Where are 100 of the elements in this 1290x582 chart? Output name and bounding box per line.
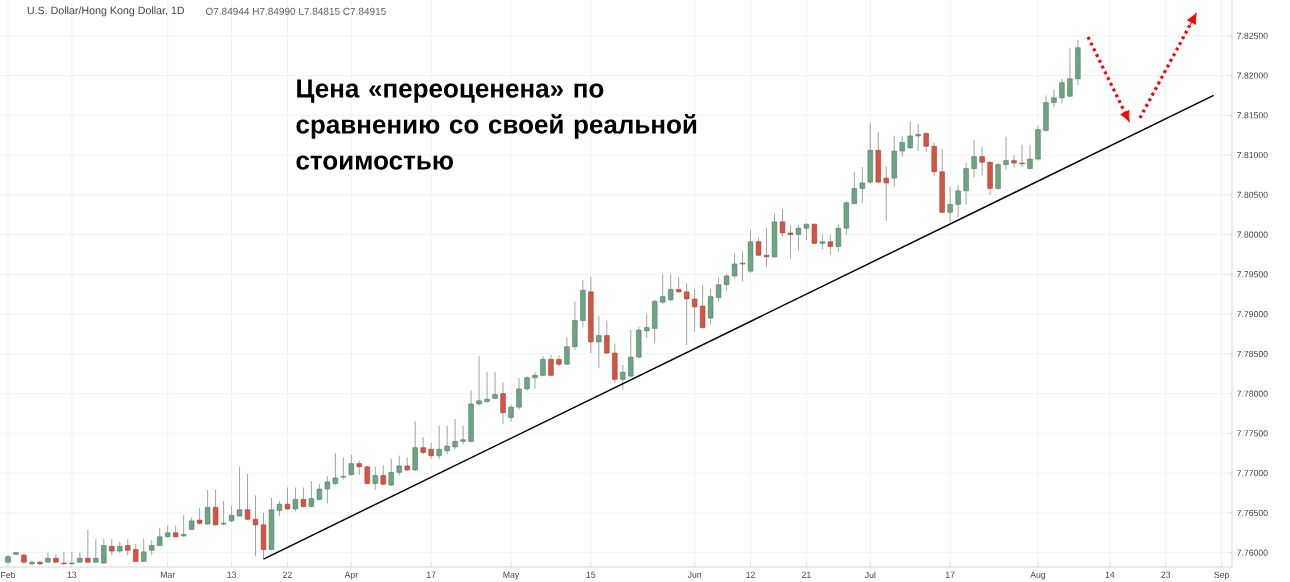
y-tick-label: 7.81000 [1237, 152, 1268, 159]
candlestick [620, 364, 626, 391]
text: U.S. Dollar/Hong Kong Dollar, 1D [27, 6, 185, 17]
y-tick-label: 7.80000 [1237, 231, 1268, 238]
candlestick [947, 186, 953, 223]
y-tick-label: 7.82500 [1237, 32, 1268, 39]
candlestick [1019, 144, 1025, 168]
candlestick [77, 552, 83, 564]
x-tick-label: 13 [67, 571, 77, 578]
candlestick [676, 276, 682, 294]
candlestick [628, 329, 634, 379]
candlestick [795, 224, 802, 251]
candlestick [883, 165, 889, 222]
candlestick [556, 355, 562, 367]
candlestick [37, 561, 43, 565]
candlestick [292, 487, 299, 512]
candlestick [356, 460, 362, 476]
candlestick [915, 123, 921, 152]
y-tick-label: 7.78500 [1237, 350, 1268, 357]
candlestick [1011, 154, 1017, 169]
candlestick [971, 139, 977, 178]
candlestick [332, 452, 339, 486]
x-tick-label: Sep [1214, 571, 1229, 580]
candlestick [684, 282, 690, 346]
candlestick [101, 538, 107, 565]
candlestick [29, 561, 35, 565]
candlestick [923, 131, 929, 153]
candlestick [196, 507, 203, 526]
candlestick [516, 377, 522, 410]
y-tick-label: 7.82000 [1237, 72, 1268, 79]
candlestick [388, 458, 394, 487]
candlestick [324, 475, 331, 504]
x-tick-label: 17 [427, 571, 436, 578]
candlestick [412, 421, 418, 472]
candlestick [436, 425, 442, 460]
candlestick [532, 371, 538, 390]
candlestick [308, 480, 315, 508]
x-tick-label: 17 [946, 571, 955, 578]
x-tick-label: Jul [864, 571, 876, 579]
candlestick [284, 487, 291, 511]
candlestick [476, 355, 482, 406]
candlestick [396, 455, 402, 476]
y-tick-label: 7.77000 [1237, 470, 1268, 477]
x-tick-label: Apr [344, 571, 358, 580]
candlestick [827, 234, 834, 255]
candlestick [819, 234, 826, 251]
candlestick [731, 252, 738, 279]
y-tick-label: 7.77500 [1237, 430, 1268, 437]
candlestick [691, 289, 698, 332]
candlestick [1067, 47, 1073, 98]
annotation: Цена «переоценена» по сравнению со своей реальной стоимостью [296, 79, 697, 170]
candlestick [61, 551, 67, 565]
candlestick [660, 273, 666, 305]
candlestick [220, 500, 227, 527]
x-tick-label: 14 [1105, 571, 1115, 578]
x-tick-label: 15 [586, 571, 596, 578]
candlestick [715, 277, 722, 302]
text: O7.84944 H7.84990 L7.84815 C7.84915 [206, 7, 386, 15]
candlestick [372, 466, 378, 491]
candlestick [851, 171, 857, 205]
candlestick [1051, 89, 1057, 108]
candlestick [1027, 144, 1033, 170]
candlestick [444, 425, 450, 455]
candlestick [1059, 78, 1065, 104]
x-tick-label: Aug [1030, 571, 1046, 580]
y-tick-label: 7.76500 [1237, 509, 1268, 516]
candlestick [452, 418, 458, 450]
x-tick-label: Jun [687, 571, 702, 578]
candlestick [212, 489, 219, 527]
candlestick [53, 553, 59, 564]
candlestick [1003, 136, 1009, 171]
candlestick [204, 489, 211, 526]
candlestick [668, 273, 674, 302]
candlestick [979, 146, 985, 177]
y-tick-label: 7.78000 [1237, 390, 1268, 397]
x-tick-label: May [503, 571, 520, 580]
candlestick [492, 371, 498, 400]
candlestick [500, 382, 506, 425]
candlestick [644, 313, 650, 339]
x-tick-label: 23 [1161, 571, 1171, 578]
y-tick-label: 7.80500 [1237, 191, 1268, 198]
x-tick-label: Feb [1, 571, 16, 579]
candlestick [69, 551, 75, 565]
candlestick [460, 425, 466, 445]
candlestick [45, 552, 51, 564]
candlestick [604, 320, 610, 355]
x-tick-label: Mar [160, 571, 175, 578]
candlestick [484, 371, 490, 403]
y-tick-label: 7.81500 [1237, 112, 1268, 119]
y-tick-label: 7.76000 [1237, 549, 1268, 556]
candlestick [955, 184, 961, 218]
candlestick [699, 284, 706, 329]
candlestick [564, 336, 570, 366]
candlestick [180, 514, 187, 538]
y-tick-label: 7.79000 [1237, 311, 1268, 318]
candlestick [85, 529, 91, 564]
candlestick [803, 223, 810, 241]
x-tick-label: 22 [283, 571, 292, 578]
x-tick-label: 13 [227, 571, 236, 578]
x-tick-label: 21 [802, 571, 811, 578]
